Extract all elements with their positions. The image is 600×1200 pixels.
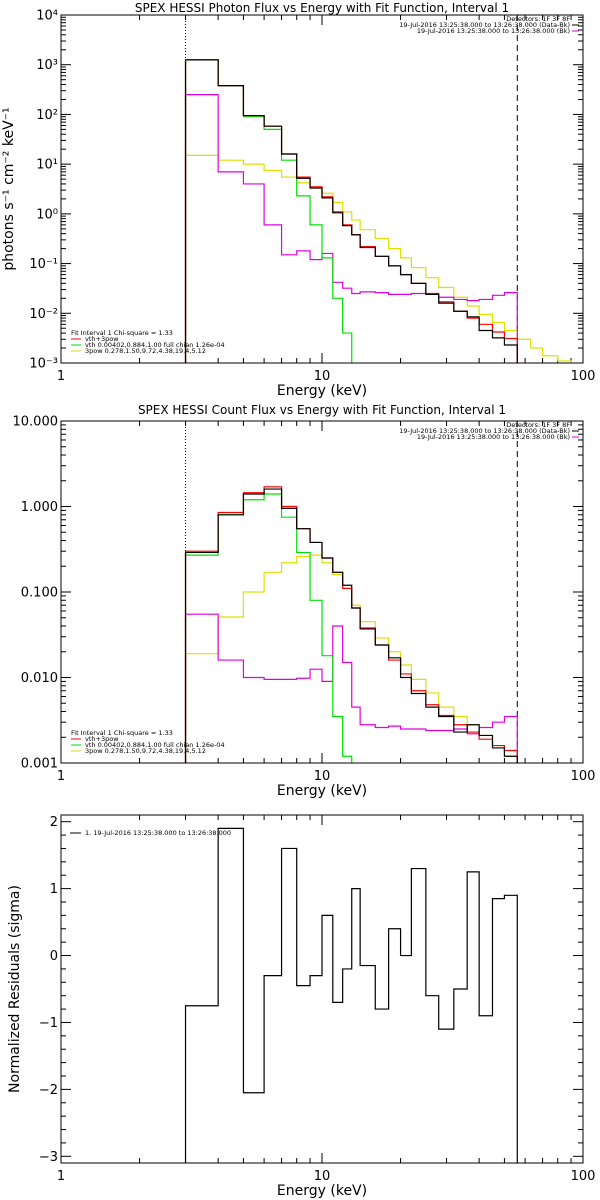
series-line-1 bbox=[184, 488, 518, 763]
legend-label-2: vth 0.00402,0.884,1.00 full chian 1.26e-… bbox=[85, 341, 225, 349]
x-tick-label: 10 bbox=[314, 769, 331, 784]
y-tick-label: 10⁻³ bbox=[29, 357, 58, 372]
x-tick-label: 100 bbox=[571, 769, 596, 784]
x-axis-label: Energy (keV) bbox=[277, 783, 367, 799]
y-tick-label: 10⁰ bbox=[36, 207, 58, 222]
legend-title: Fit Interval 1 Chi-square = 1.33 bbox=[71, 329, 173, 337]
chart-title: SPEX HESSI Photon Flux vs Energy with Fi… bbox=[135, 1, 509, 15]
header-line-2: 19-Jul-2016 13:25:38.000 to 13:26:38.000… bbox=[399, 21, 570, 29]
legend-label-1: 1. 19-Jul-2016 13:25:38.000 to 13:26:38.… bbox=[85, 829, 231, 837]
y-tick-label: 10⁴ bbox=[36, 9, 58, 24]
plot-frame bbox=[60, 14, 584, 364]
y-tick-label: 10⁻² bbox=[29, 307, 58, 322]
x-tick-label: 1 bbox=[57, 769, 65, 784]
legend-label-3: 3pow 0.278,1.50,9.72,4.38,19.4,5.12 bbox=[85, 747, 206, 755]
legend-label-1: vth+3pow bbox=[85, 335, 119, 343]
y-axis-label: Normalized Residuals (sigma) bbox=[7, 885, 23, 1093]
y-tick-label: 0.100 bbox=[21, 586, 58, 601]
header-line-3: 19-Jul-2016 13:25:38.000 to 13:26:38.000… bbox=[417, 433, 570, 441]
y-ticks bbox=[61, 424, 583, 764]
chart-panel-2: SPEX HESSI Count Flux vs Energy with Fit… bbox=[13, 403, 596, 799]
plot-frame bbox=[60, 420, 584, 764]
plot-frame bbox=[60, 814, 584, 1164]
y-tick-label: −3 bbox=[39, 1150, 58, 1165]
legend-label-3: 3pow 0.278,1.50,9.72,4.38,19.4,5.12 bbox=[85, 347, 206, 355]
series-group bbox=[184, 827, 518, 1163]
x-ticks bbox=[60, 421, 572, 763]
y-tick-label: 10.000 bbox=[13, 415, 59, 430]
series-line-1 bbox=[184, 827, 518, 1163]
y-tick-label: 1 bbox=[50, 882, 58, 897]
y-tick-label: 0.001 bbox=[21, 757, 58, 772]
y-axis-label: photons s⁻¹ cm⁻² keV⁻¹ bbox=[1, 107, 17, 270]
header-line-1: Detectors: 1F 3F 8F bbox=[506, 421, 570, 429]
x-tick-label: 1 bbox=[57, 1169, 65, 1184]
y-tick-label: 2 bbox=[50, 815, 58, 830]
series-line-5 bbox=[184, 154, 572, 363]
x-tick-label: 100 bbox=[571, 369, 596, 384]
series-line-1 bbox=[184, 59, 518, 363]
x-tick-label: 1 bbox=[57, 369, 65, 384]
y-tick-label: −1 bbox=[39, 1016, 58, 1031]
x-ticks bbox=[60, 815, 572, 1163]
y-tick-label: 10¹ bbox=[36, 158, 58, 173]
y-tick-label: −2 bbox=[39, 1083, 58, 1098]
header-line-1: Detectors: 1F 3F 8F bbox=[506, 15, 570, 23]
x-ticks bbox=[60, 15, 572, 363]
chart-title: SPEX HESSI Count Flux vs Energy with Fit… bbox=[138, 403, 506, 417]
header-line-2: 19-Jul-2016 13:25:38.000 to 13:26:38.000… bbox=[399, 427, 570, 435]
y-tick-label: 0.010 bbox=[21, 671, 58, 686]
series-line-2 bbox=[184, 59, 518, 363]
y-ticks bbox=[61, 821, 583, 1157]
x-axis-label: Energy (keV) bbox=[277, 1183, 367, 1199]
legend-label-1: vth+3pow bbox=[85, 735, 119, 743]
y-tick-label: 0 bbox=[50, 949, 58, 964]
series-line-2 bbox=[184, 486, 518, 763]
header-line-3: 19-Jul-2016 13:25:38.000 to 13:26:38.000… bbox=[417, 27, 570, 35]
series-line-4 bbox=[184, 613, 518, 763]
y-tick-label: 1.000 bbox=[21, 500, 58, 515]
y-tick-label: 10² bbox=[36, 108, 58, 123]
chart-panel-3: 1 10 100 Energy (keV) −3 −2 −1 0 1 2 Normalized Re… bbox=[7, 814, 596, 1199]
legend-label-2: vth 0.00402,0.884,1.00 full chian 1.26e-… bbox=[85, 741, 225, 749]
chart-panel-1: SPEX HESSI Photon Flux vs Energy with Fi… bbox=[1, 1, 596, 399]
x-tick-label: 10 bbox=[314, 1169, 331, 1184]
series-line-3 bbox=[184, 59, 353, 363]
series-group bbox=[184, 59, 572, 363]
series-group bbox=[184, 486, 518, 763]
y-tick-label: 10³ bbox=[36, 58, 58, 73]
y-tick-label: 10⁻¹ bbox=[29, 257, 58, 272]
x-tick-label: 10 bbox=[314, 369, 331, 384]
x-axis-label: Energy (keV) bbox=[277, 383, 367, 399]
legend-title: Fit Interval 1 Chi-square = 1.33 bbox=[71, 729, 173, 737]
series-line-4 bbox=[184, 94, 518, 363]
x-tick-label: 100 bbox=[571, 1169, 596, 1184]
series-line-3 bbox=[184, 493, 353, 763]
